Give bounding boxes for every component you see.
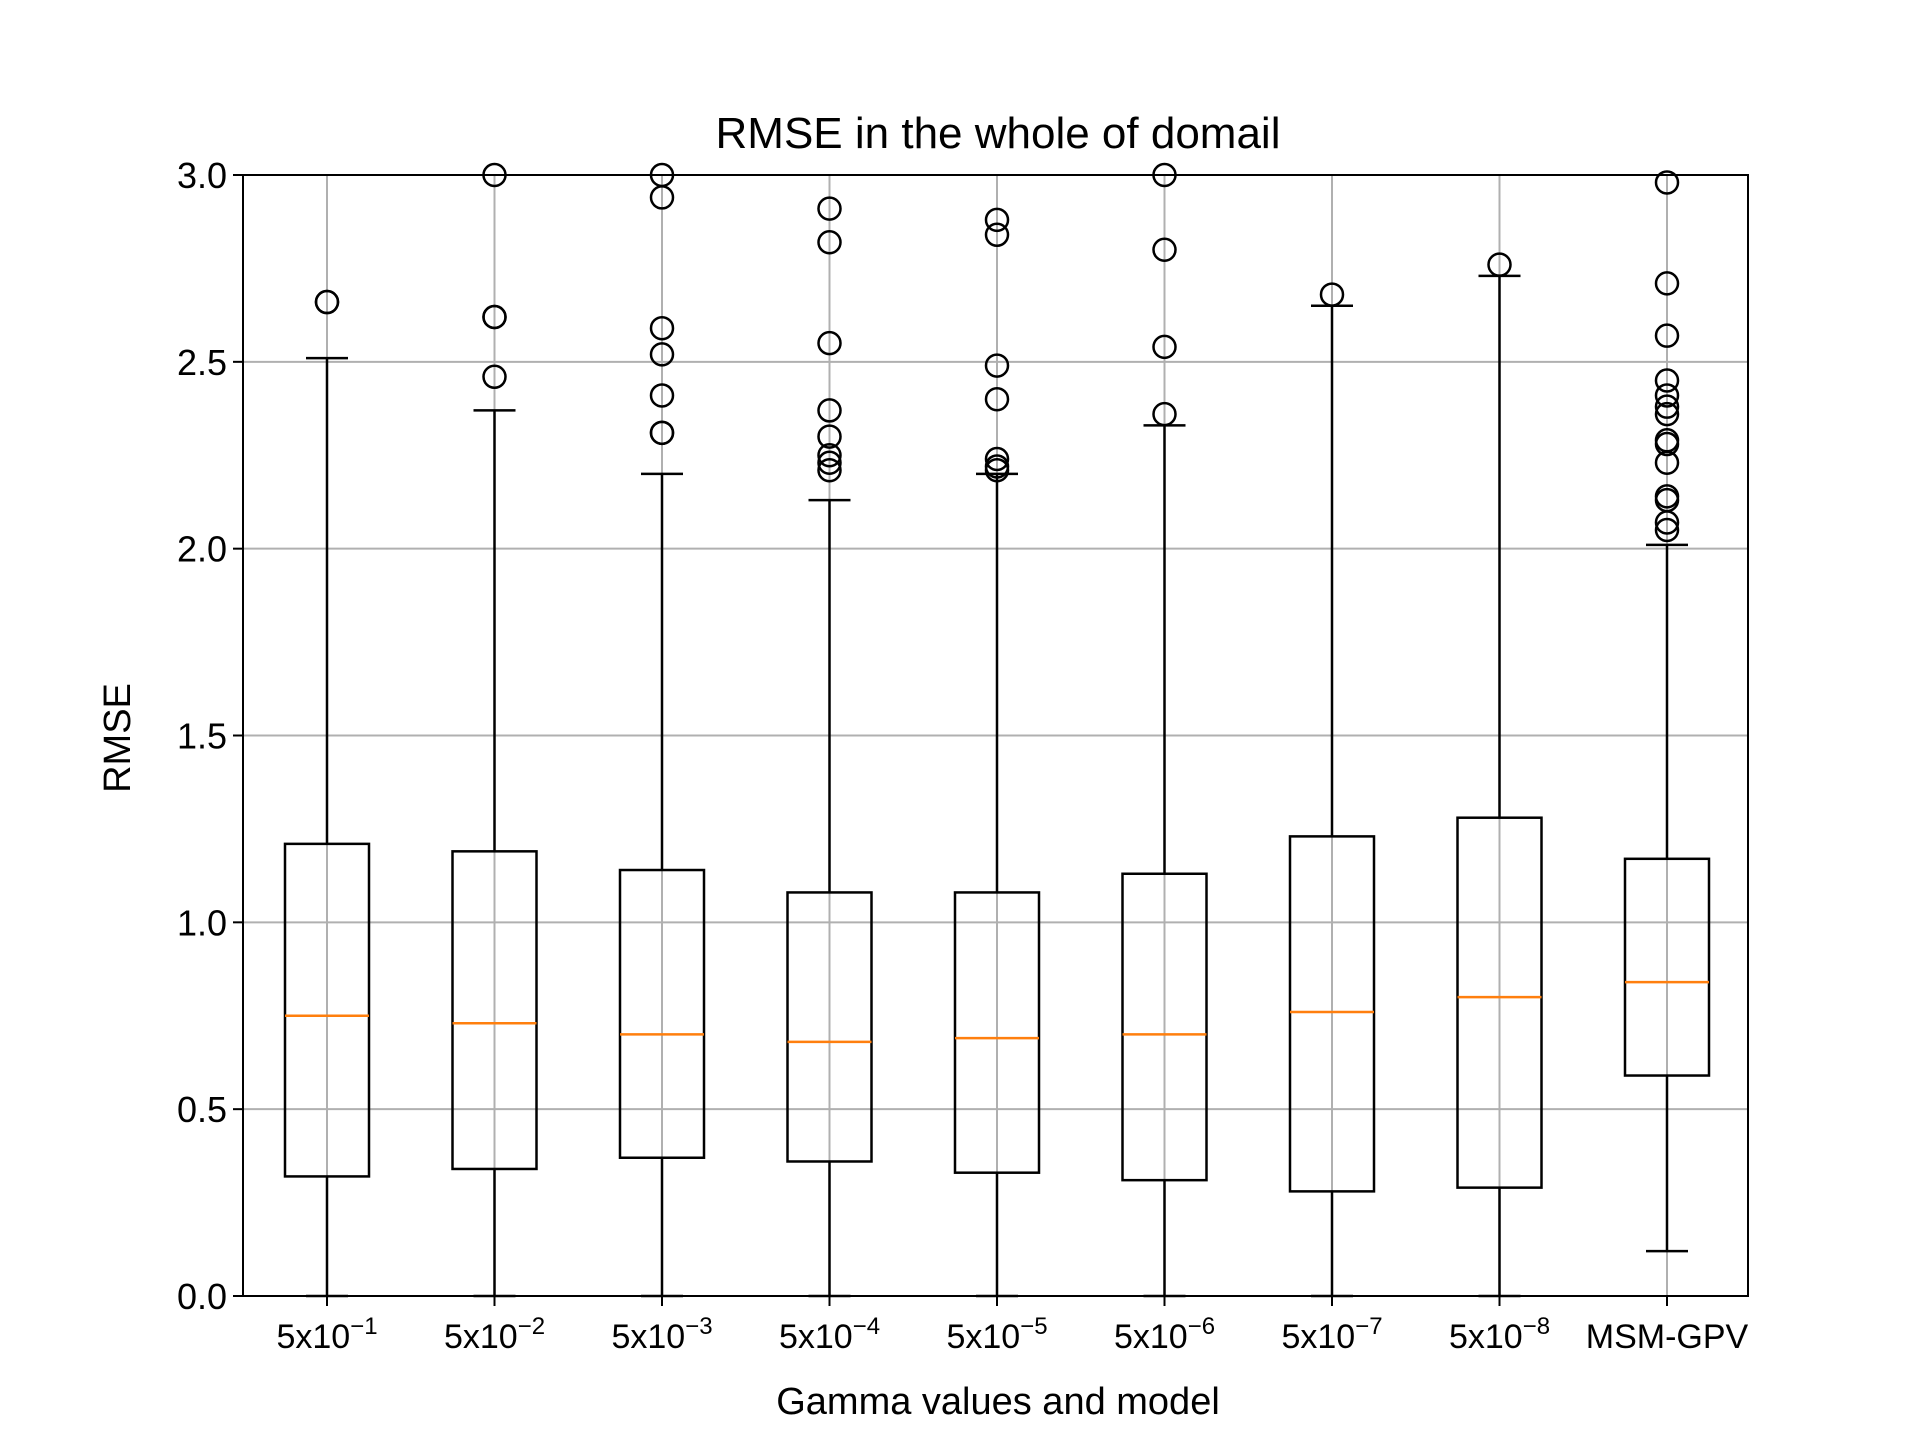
y-tick-label: 2.5 (177, 342, 227, 383)
outlier-point (817, 457, 842, 483)
outlier-point (649, 420, 675, 446)
y-tick-label: 0.5 (177, 1089, 227, 1130)
iqr-box (1456, 816, 1543, 1189)
outlier-point (817, 330, 842, 356)
iqr-box (953, 891, 1041, 1174)
outlier-point (1152, 237, 1177, 262)
outlier-point (817, 230, 842, 255)
plot-area-frame (242, 174, 1749, 1297)
box-group (953, 207, 1041, 1298)
x-tick-label: 5x10−8 (1449, 1313, 1550, 1356)
outlier-point (314, 289, 340, 315)
iqr-box (451, 850, 538, 1171)
chart-title: RMSE in the whole of domail (716, 109, 1281, 158)
outlier-point (1654, 170, 1680, 195)
outlier-point (984, 353, 1010, 378)
outlier-point (1152, 334, 1177, 360)
box-group (786, 196, 873, 1298)
outlier-point (649, 383, 675, 408)
x-tick-label: 5x10−7 (1281, 1313, 1382, 1356)
y-tick-label: 1.0 (177, 902, 227, 943)
x-tick-label: 5x10−6 (1114, 1313, 1215, 1356)
iqr-box (786, 891, 873, 1163)
outlier-point (649, 342, 675, 367)
iqr-box (1121, 872, 1208, 1182)
outlier-point (1654, 394, 1680, 419)
outlier-point (1654, 517, 1680, 543)
outlier-point (1654, 484, 1680, 509)
box-series (283, 162, 1711, 1298)
outlier-point (482, 364, 507, 390)
outlier-point (984, 454, 1010, 479)
outlier-point (1654, 271, 1680, 296)
x-tick-label: 5x10−3 (611, 1313, 712, 1356)
y-tick-label: 3.0 (177, 155, 227, 196)
outlier-point (1319, 282, 1345, 307)
x-tick-label: 5x10−4 (779, 1313, 880, 1356)
x-axis-label: Gamma values and model (776, 1381, 1220, 1423)
outlier-point (817, 450, 842, 475)
box-group (1456, 252, 1543, 1298)
outlier-point (1654, 323, 1680, 348)
box-group (1288, 282, 1376, 1298)
box-group (283, 289, 371, 1298)
x-tick-label: 5x10−1 (276, 1313, 377, 1356)
outlier-point (1654, 368, 1680, 393)
outlier-point (1654, 383, 1680, 408)
iqr-box (1623, 857, 1711, 1077)
outlier-point (984, 207, 1010, 233)
y-tick-label: 1.5 (177, 716, 227, 757)
y-tick-label: 0.0 (177, 1276, 227, 1317)
box-group (1623, 170, 1711, 1253)
outlier-point (817, 443, 842, 468)
iqr-box (618, 868, 706, 1159)
x-tick-label: 5x10−5 (946, 1313, 1047, 1356)
outlier-point (817, 196, 842, 221)
x-tick-label: MSM-GPV (1586, 1318, 1749, 1356)
outlier-point (1654, 428, 1680, 453)
x-axis-ticks: 5x10−1 5x10−2 5x10−3 5x10−4 5x10−5 5x10−6 5x10… (276, 1296, 1749, 1356)
outlier-point (482, 304, 507, 330)
iqr-box (1288, 835, 1376, 1193)
outlier-point (984, 446, 1010, 472)
outlier-point (1654, 401, 1680, 427)
y-axis-label: RMSE (97, 683, 139, 793)
iqr-box (283, 842, 371, 1178)
outlier-point (817, 398, 842, 423)
x-tick-label: 5x10−2 (444, 1313, 545, 1356)
outlier-point (1152, 401, 1177, 427)
outlier-point (649, 315, 675, 341)
outlier-point (984, 386, 1010, 412)
outlier-point (984, 222, 1010, 248)
outlier-point (1487, 252, 1512, 277)
box-group (451, 162, 538, 1298)
outlier-point (817, 424, 842, 449)
y-tick-label: 2.0 (177, 529, 227, 570)
y-axis-ticks: 0.0 0.5 1.0 1.5 2.0 2.5 3.0 (177, 155, 243, 1317)
